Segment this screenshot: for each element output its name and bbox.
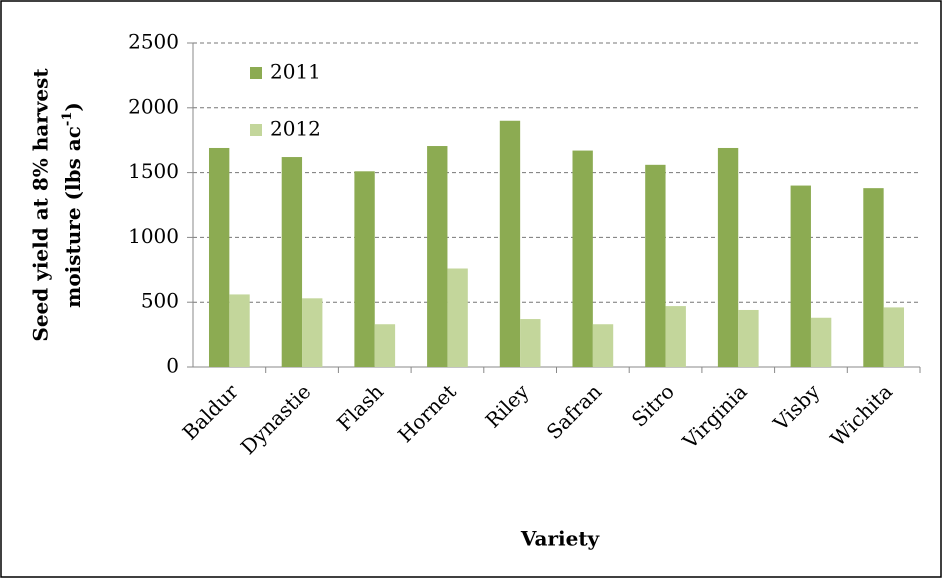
bar [354,171,375,367]
bar [883,307,905,367]
bar [427,146,448,367]
y-tick-label: 2000 [128,94,179,118]
bar [499,120,521,367]
bar [302,298,323,367]
legend-label: 2011 [270,60,321,84]
y-tick-label: 500 [141,289,179,313]
bar [717,147,739,367]
bar [592,324,614,367]
bar [281,157,303,367]
bar [520,319,541,367]
x-axis-label: Variety [520,527,601,551]
y-tick-label: 2500 [128,30,179,54]
bar [572,150,593,367]
y-axis-label: Seed yield at 8% harvest [29,68,53,342]
y-axis-label: moisture (lbs ac-1) [60,102,85,308]
legend-label: 2012 [270,117,321,141]
y-tick-label: 0 [166,354,179,378]
bar [645,164,666,367]
legend-swatch [250,67,262,79]
y-axis-label-sup: -1 [60,112,75,126]
bar [229,294,250,367]
bar [810,317,832,367]
bar [665,306,686,367]
bar [790,185,811,367]
y-tick-label: 1000 [128,224,179,248]
bar [208,147,230,367]
y-axis-label-part: moisture (lbs ac [61,126,85,308]
bar [374,324,396,367]
bar [447,268,468,367]
y-tick-label: 1500 [128,159,179,183]
bar [738,309,759,367]
y-axis-label-part: ) [61,102,85,111]
legend-swatch [250,124,262,136]
bar [863,188,884,367]
